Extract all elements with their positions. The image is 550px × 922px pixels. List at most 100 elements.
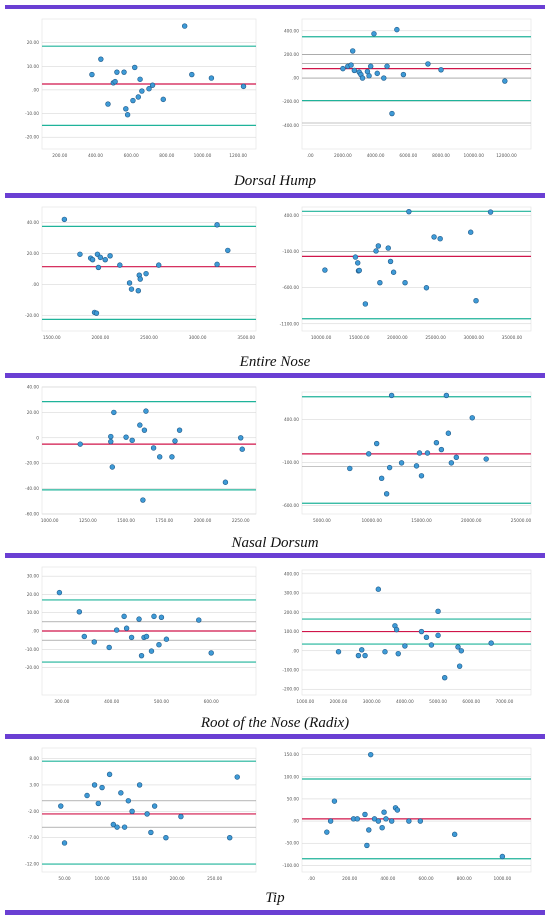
y-tick-label: -2.00 xyxy=(28,809,39,815)
data-point xyxy=(384,63,390,69)
data-point xyxy=(141,427,148,433)
data-point xyxy=(448,460,455,466)
y-tick-label: 400.00 xyxy=(284,28,299,34)
y-tick-label: 8.00 xyxy=(29,756,39,762)
data-point xyxy=(112,78,118,85)
data-point xyxy=(442,674,448,681)
scatter-svg: 20.00 10.00 .00 -10.00 -20.00 200.00 400.00 600… xyxy=(25,18,257,159)
data-point xyxy=(137,422,143,428)
data-point xyxy=(107,253,113,259)
y-tick-label: 400.00 xyxy=(284,213,299,219)
plot-frame xyxy=(301,18,532,150)
chart-radix-right: 400.00 300.00 200.00 100.00 .00 -100.00 -200.0… xyxy=(282,566,537,709)
x-tick-label: .00 xyxy=(308,876,315,882)
data-point xyxy=(121,824,128,830)
scatter-svg: 400.00 -100.00 -600.00 -1100.00 10000.00 1500… xyxy=(280,206,532,341)
x-tick-label: 25000.00 xyxy=(511,518,532,524)
data-point xyxy=(144,811,150,817)
x-tick-label: 400.00 xyxy=(380,876,395,882)
data-point xyxy=(381,809,387,815)
data-point xyxy=(77,441,83,447)
x-tick-label: 200.00 xyxy=(342,876,357,882)
y-tick-label: -20.00 xyxy=(25,135,39,141)
x-tick-label: 6000.00 xyxy=(462,699,480,705)
x-tick-label: 1000.00 xyxy=(194,153,212,159)
y-tick-label: 100.00 xyxy=(284,629,299,635)
data-point xyxy=(413,463,420,469)
data-point xyxy=(117,262,123,268)
data-point xyxy=(398,460,405,466)
y-tick-label: -200.00 xyxy=(282,687,299,693)
data-point xyxy=(394,26,400,33)
data-point xyxy=(181,23,188,29)
x-tick-label: 200.00 xyxy=(170,876,185,882)
data-point xyxy=(149,82,156,88)
plot-frame xyxy=(301,206,532,332)
y-tick-label: 40.00 xyxy=(27,385,40,391)
data-point xyxy=(438,446,445,453)
data-point xyxy=(352,254,359,260)
data-point xyxy=(437,236,443,242)
data-point xyxy=(148,648,155,654)
data-point xyxy=(208,75,215,81)
data-point xyxy=(364,842,370,849)
data-point xyxy=(151,613,157,620)
plot-frame xyxy=(41,386,257,515)
data-point xyxy=(467,229,474,235)
caption-dorsal-hump: Dorsal Hump xyxy=(233,173,317,189)
data-point xyxy=(240,83,247,90)
data-point xyxy=(502,78,508,84)
chart-dorsal-hump-right: 400.00 200.00 .00 -200.00 -400.00 .00 2000.00 4… xyxy=(282,15,537,163)
data-point xyxy=(371,31,377,37)
x-tick-label: 1000.00 xyxy=(296,699,314,705)
data-point xyxy=(108,433,114,440)
data-point xyxy=(126,280,133,286)
data-point xyxy=(169,454,175,460)
data-point xyxy=(143,408,149,414)
x-tick-label: 2000.00 xyxy=(330,699,348,705)
y-tick-label: .00 xyxy=(292,76,299,82)
data-point xyxy=(123,106,129,112)
data-point xyxy=(172,438,178,444)
data-point xyxy=(214,261,220,268)
data-point xyxy=(109,464,116,470)
x-tick-label: 1500.00 xyxy=(117,518,135,524)
x-tick-label: 300.00 xyxy=(54,699,69,705)
data-point xyxy=(402,279,408,286)
data-point xyxy=(225,247,231,254)
data-point xyxy=(438,67,444,73)
x-tick-label: 20000.00 xyxy=(461,518,482,524)
scatter-svg: 400.00 300.00 200.00 100.00 .00 -100.00 -200.0… xyxy=(282,569,532,705)
data-point xyxy=(348,62,354,68)
data-point xyxy=(98,56,104,62)
data-point xyxy=(395,650,401,657)
x-tick-label: .00 xyxy=(307,153,314,159)
data-point xyxy=(125,798,132,804)
data-point xyxy=(61,216,68,223)
plot-frame xyxy=(301,569,532,696)
y-tick-label: 10.00 xyxy=(27,64,40,70)
x-tick-label: 600.00 xyxy=(419,876,434,882)
data-point xyxy=(208,650,214,656)
data-point xyxy=(150,445,157,451)
data-point xyxy=(347,465,353,472)
x-tick-label: 2000.00 xyxy=(194,518,212,524)
x-tick-label: 8000.00 xyxy=(432,153,450,159)
data-point xyxy=(156,262,162,268)
data-point xyxy=(331,798,338,804)
chart-entire-nose-right: 400.00 -100.00 -600.00 -1100.00 10000.00 1500… xyxy=(280,203,537,345)
data-point xyxy=(137,76,143,82)
data-point xyxy=(435,632,441,639)
data-point xyxy=(129,808,135,815)
y-tick-label: 50.00 xyxy=(287,796,300,802)
data-point xyxy=(424,450,431,456)
y-tick-label: .00 xyxy=(292,648,299,654)
data-point xyxy=(418,473,425,479)
data-point xyxy=(351,67,358,74)
x-tick-label: 25000.00 xyxy=(425,335,446,341)
data-point xyxy=(91,782,98,788)
x-tick-label: 30000.00 xyxy=(463,335,484,341)
chart-radix-left: 30.00 20.00 10.00 .00 -10.00 -20.00 300.00 400.… xyxy=(22,563,262,709)
y-tick-label: 400.00 xyxy=(284,571,299,577)
